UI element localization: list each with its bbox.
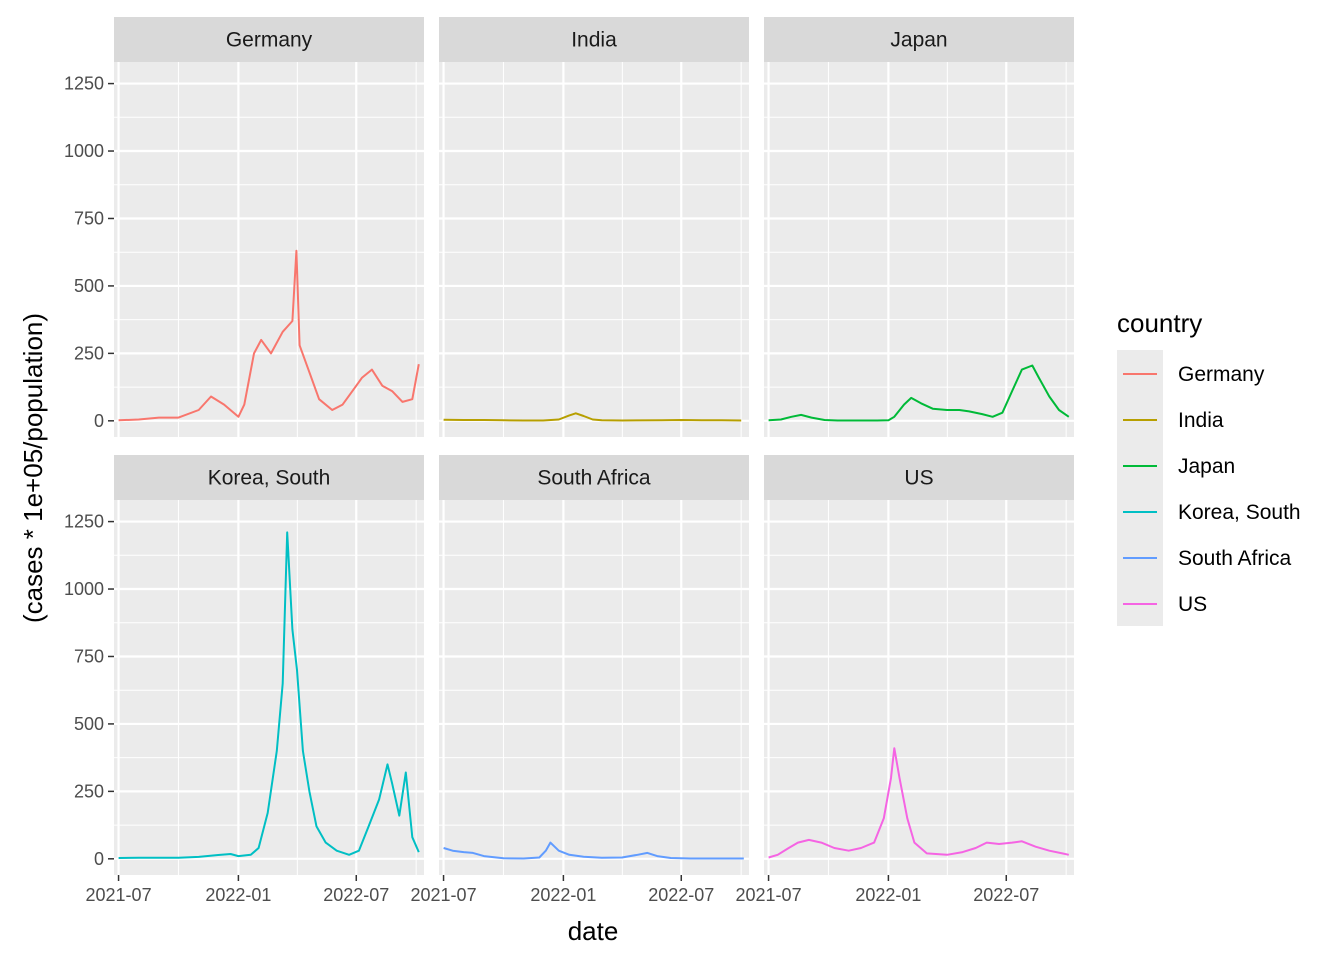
y-tick-label: 1000: [64, 579, 104, 599]
facet-strip: [439, 455, 749, 500]
y-tick-label: 250: [74, 343, 104, 363]
legend-items: Germany India Japan Korea, South South Afric…: [1123, 363, 1301, 616]
facet-panel-india: India: [439, 17, 749, 437]
y-tick-label: 500: [74, 276, 104, 296]
facet-strip: [764, 17, 1074, 62]
y-tick-label: 750: [74, 646, 104, 666]
facet-panel-korea-south: Korea, South: [114, 455, 424, 875]
facet-panel-japan: Japan: [764, 17, 1074, 437]
series-line-korea-south: [118, 531, 420, 859]
x-tick-label: 2022-07: [648, 885, 714, 905]
legend-item-korea-south: Korea, South: [1123, 501, 1301, 524]
facet-strip-label: US: [904, 467, 933, 490]
legend-title: country: [1117, 308, 1202, 338]
x-axes: 2021-07 2022-01 2022-07 2021-07 2022-01 2022-…: [86, 875, 1039, 905]
x-axis-title: date: [568, 916, 619, 946]
series-line-japan: [768, 364, 1070, 422]
series-line-south-africa: [443, 841, 744, 860]
y-axis-title: (cases * 1e+05/population): [18, 313, 48, 623]
panel-background: [114, 62, 424, 437]
facet-panels: Germany India Japan Korea, South South Afric…: [114, 17, 1074, 875]
y-tick-label: 0: [94, 849, 104, 869]
y-tick-label: 500: [74, 714, 104, 734]
legend-item-us: US: [1123, 593, 1207, 616]
legend-item-germany: Germany: [1123, 363, 1265, 386]
panel-background: [439, 500, 749, 875]
panel-grid: [764, 62, 1074, 437]
facet-strip-label: Japan: [890, 29, 947, 52]
legend-item-india: India: [1123, 409, 1224, 432]
legend-item-japan: Japan: [1123, 455, 1235, 478]
panel-background: [114, 500, 424, 875]
panel-grid: [439, 500, 749, 875]
panel-background: [439, 62, 749, 437]
panel-background: [764, 62, 1074, 437]
facet-panel-south-africa: South Africa: [439, 455, 749, 875]
series-line-india: [443, 412, 742, 422]
facet-strip-label: Germany: [226, 29, 313, 52]
y-tick-label: 1000: [64, 141, 104, 161]
panel-grid: [439, 62, 749, 437]
y-tick-label: 1250: [64, 512, 104, 532]
y-tick-label: 250: [74, 781, 104, 801]
y-tick-label: 1250: [64, 74, 104, 94]
facet-panel-us: US: [764, 455, 1074, 875]
y-tick-label: 0: [94, 411, 104, 431]
legend-label: Korea, South: [1178, 501, 1301, 524]
x-tick-label: 2021-07: [736, 885, 802, 905]
facet-strip: [439, 17, 749, 62]
x-tick-label: 2021-07: [411, 885, 477, 905]
x-tick-label: 2022-07: [323, 885, 389, 905]
facet-strip-label: South Africa: [537, 467, 651, 490]
facet-panel-germany: Germany: [114, 17, 424, 437]
series-line-us: [768, 747, 1070, 859]
legend-label: India: [1178, 409, 1224, 432]
x-tick-label: 2022-01: [205, 885, 271, 905]
facet-strip-label: Korea, South: [208, 467, 331, 490]
legend-key-background: [1117, 350, 1163, 626]
y-axes: 0 250 500 750 1000 1250 0 250 500 750 1000 1250: [64, 74, 114, 869]
x-tick-label: 2021-07: [86, 885, 152, 905]
panel-background: [764, 500, 1074, 875]
x-tick-label: 2022-07: [973, 885, 1039, 905]
legend-item-south-africa: South Africa: [1123, 547, 1292, 570]
y-tick-label: 750: [74, 208, 104, 228]
legend: country Germany India Japan Korea, South Sou…: [1117, 308, 1301, 626]
legend-label: Germany: [1178, 363, 1265, 386]
facet-strip: [764, 455, 1074, 500]
panel-grid: [764, 500, 1074, 875]
legend-label: Japan: [1178, 455, 1235, 478]
facet-strip: [114, 17, 424, 62]
x-tick-label: 2022-01: [530, 885, 596, 905]
x-tick-label: 2022-01: [855, 885, 921, 905]
facet-strip: [114, 455, 424, 500]
legend-label: US: [1178, 593, 1207, 616]
legend-label: South Africa: [1178, 547, 1292, 570]
panel-grid: [114, 62, 424, 437]
series-line-germany: [118, 249, 420, 422]
facet-strip-label: India: [571, 29, 617, 52]
